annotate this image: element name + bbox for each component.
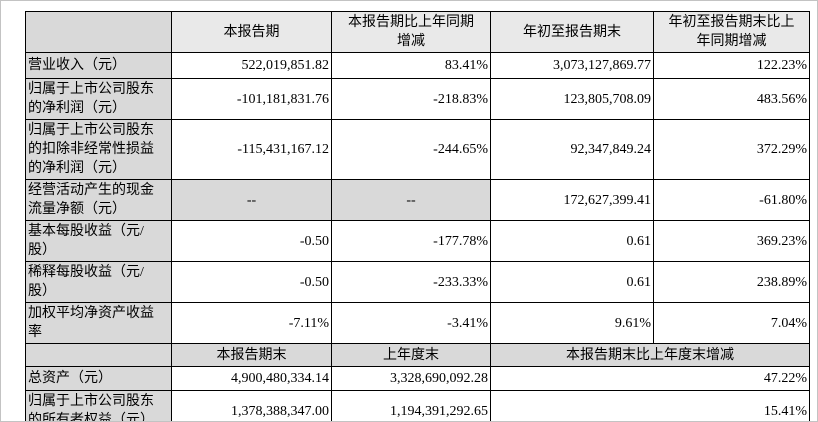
- value-ytd-yoy: 7.04%: [653, 302, 810, 344]
- value-ytd: 3,073,127,869.77: [490, 52, 654, 79]
- value-current-period-yoy: --: [331, 179, 491, 221]
- metric-label: 营业收入（元）: [25, 52, 172, 79]
- metric-label: 加权平均净资产收益 率: [25, 302, 172, 344]
- metric-label: 基本每股收益（元/ 股）: [25, 220, 172, 262]
- value-current-period-yoy: -177.78%: [331, 220, 491, 262]
- table-row-equity: 归属于上市公司股东 的所有者权益（元） 1,378,388,347.00 1,1…: [25, 390, 810, 421]
- header-row-2: 本报告期末 上年度末 本报告期末比上年度末增减: [25, 343, 810, 367]
- table-row-revenue: 营业收入（元） 522,019,851.82 83.41% 3,073,127,…: [25, 52, 810, 79]
- table-row-basic-eps: 基本每股收益（元/ 股） -0.50 -177.78% 0.61 369.23%: [25, 220, 810, 262]
- value-current-period: --: [171, 179, 332, 221]
- value-change-vs-prior-year-end: 15.41%: [490, 390, 810, 421]
- metric-label: 归属于上市公司股东 的扣除非经常性损益 的净利润（元）: [25, 119, 172, 180]
- value-ytd: 172,627,399.41: [490, 179, 654, 221]
- metric-label: 稀释每股收益（元/ 股）: [25, 261, 172, 303]
- col-header-ytd: 年初至报告期末: [490, 11, 654, 53]
- table-row-diluted-eps: 稀释每股收益（元/ 股） -0.50 -233.33% 0.61 238.89%: [25, 261, 810, 303]
- table-row-net-profit: 归属于上市公司股东 的净利润（元） -101,181,831.76 -218.8…: [25, 78, 810, 120]
- table-row-weighted-avg-roe: 加权平均净资产收益 率 -7.11% -3.41% 9.61% 7.04%: [25, 302, 810, 344]
- value-current-period: -115,431,167.12: [171, 119, 332, 180]
- value-current-period-yoy: -244.65%: [331, 119, 491, 180]
- value-current-period: -101,181,831.76: [171, 78, 332, 120]
- corner-cell: [25, 343, 172, 367]
- col-header-current-period: 本报告期: [171, 11, 332, 53]
- col-header-period-end-vs-prior: 本报告期末比上年度末增减: [490, 343, 810, 367]
- value-prior-year-end: 1,194,391,292.65: [331, 390, 491, 421]
- header-row-1: 本报告期 本报告期比上年同期 增减 年初至报告期末 年初至报告期末比上 年同期增…: [25, 11, 810, 53]
- value-ytd: 0.61: [490, 261, 654, 303]
- value-prior-year-end: 3,328,690,092.28: [331, 366, 491, 391]
- value-change-vs-prior-year-end: 47.22%: [490, 366, 810, 391]
- table-row-total-assets: 总资产（元） 4,900,480,334.14 3,328,690,092.28…: [25, 366, 810, 391]
- value-current-period: 522,019,851.82: [171, 52, 332, 79]
- value-current-period-yoy: -3.41%: [331, 302, 491, 344]
- table-row-operating-cash-flow: 经营活动产生的现金 流量净额（元） -- -- 172,627,399.41 -…: [25, 179, 810, 221]
- col-header-current-period-yoy: 本报告期比上年同期 增减: [331, 11, 491, 53]
- value-ytd: 92,347,849.24: [490, 119, 654, 180]
- metric-label: 归属于上市公司股东 的净利润（元）: [25, 78, 172, 120]
- metric-label: 经营活动产生的现金 流量净额（元）: [25, 179, 172, 221]
- value-current-period: -0.50: [171, 261, 332, 303]
- value-current-period: -0.50: [171, 220, 332, 262]
- value-ytd-yoy: 369.23%: [653, 220, 810, 262]
- value-ytd: 0.61: [490, 220, 654, 262]
- value-ytd-yoy: -61.80%: [653, 179, 810, 221]
- col-header-prior-year-end: 上年度末: [331, 343, 491, 367]
- col-header-period-end: 本报告期末: [171, 343, 332, 367]
- value-period-end: 4,900,480,334.14: [171, 366, 332, 391]
- value-ytd: 123,805,708.09: [490, 78, 654, 120]
- financial-summary-table: 本报告期 本报告期比上年同期 增减 年初至报告期末 年初至报告期末比上 年同期增…: [25, 11, 810, 421]
- value-ytd-yoy: 122.23%: [653, 52, 810, 79]
- corner-cell: [25, 11, 172, 53]
- value-ytd-yoy: 483.56%: [653, 78, 810, 120]
- value-current-period-yoy: -233.33%: [331, 261, 491, 303]
- metric-label: 总资产（元）: [25, 366, 172, 391]
- col-header-ytd-yoy: 年初至报告期末比上 年同期增减: [653, 11, 810, 53]
- value-current-period-yoy: 83.41%: [331, 52, 491, 79]
- value-current-period: -7.11%: [171, 302, 332, 344]
- metric-label: 归属于上市公司股东 的所有者权益（元）: [25, 390, 172, 421]
- value-ytd-yoy: 372.29%: [653, 119, 810, 180]
- value-ytd-yoy: 238.89%: [653, 261, 810, 303]
- value-ytd: 9.61%: [490, 302, 654, 344]
- value-current-period-yoy: -218.83%: [331, 78, 491, 120]
- value-period-end: 1,378,388,347.00: [171, 390, 332, 421]
- table-row-net-profit-excl-nonrecurring: 归属于上市公司股东 的扣除非经常性损益 的净利润（元） -115,431,167…: [25, 119, 810, 180]
